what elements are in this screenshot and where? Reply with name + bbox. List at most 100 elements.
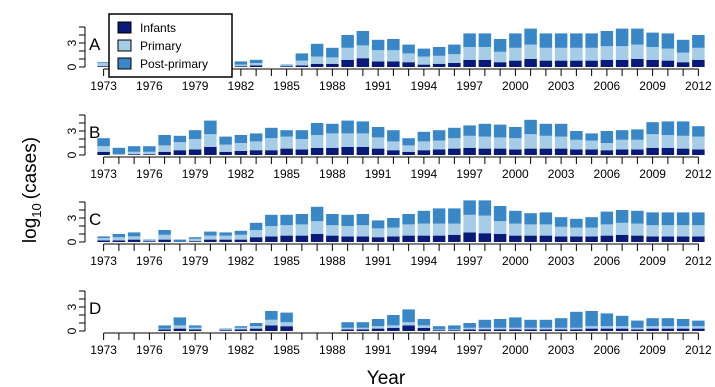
y-tick-label-a-0: 0	[65, 63, 79, 70]
bar-infants-d-2003	[554, 329, 568, 331]
bar-primary-d-1997	[463, 327, 476, 330]
bar-primary-c-1994	[417, 223, 431, 236]
bar-post-primary-a-2011	[676, 39, 690, 53]
bar-infants-b-2012	[692, 149, 705, 155]
bar-infants-d-2007	[615, 328, 629, 331]
panel-b: 0 3 1973 1976 1979 1982 1985 1988 1991 1994 1997 20…	[65, 114, 712, 181]
bar-infants-c-2006	[600, 235, 614, 242]
y-axis-title-rest: (cases)	[20, 137, 41, 199]
bar-primary-b-2002	[539, 135, 553, 149]
x-tick-label-a-1994: 1994	[411, 79, 438, 93]
bar-primary-c-1988	[326, 225, 339, 236]
bar-post-primary-b-1976	[143, 146, 156, 152]
bar-primary-a-2002	[539, 47, 553, 61]
bar-primary-b-2007	[615, 139, 629, 150]
bar-infants-c-1997	[463, 232, 476, 242]
bar-primary-c-2003	[554, 226, 568, 237]
x-tick-label-b-1985: 1985	[273, 167, 300, 181]
bar-post-primary-b-2001	[524, 119, 537, 135]
bar-post-primary-a-2006	[600, 31, 614, 47]
bar-primary-b-1976	[143, 151, 156, 155]
bar-primary-d-1991	[371, 326, 385, 329]
panel-label-a: A	[89, 35, 101, 54]
x-tick-label-c-1976: 1976	[136, 254, 163, 268]
bar-post-primary-a-1983	[249, 59, 263, 63]
bar-infants-d-2000	[509, 329, 522, 331]
y-tick-label-b-0: 0	[65, 151, 79, 158]
bar-infants-a-2009	[646, 59, 659, 67]
bar-primary-d-2002	[539, 327, 553, 330]
bar-primary-c-2011	[676, 225, 690, 237]
x-tick-label-d-1991: 1991	[365, 343, 392, 357]
bar-infants-a-1982	[234, 66, 248, 67]
bar-primary-a-1989	[341, 47, 354, 60]
bar-infants-b-1976	[143, 154, 156, 155]
bar-primary-a-1983	[249, 63, 263, 66]
bar-primary-d-1998	[478, 327, 492, 330]
bar-primary-d-1983	[249, 326, 263, 329]
bar-post-primary-b-2003	[554, 123, 568, 137]
bar-infants-c-1974	[112, 240, 126, 242]
bar-primary-a-2010	[661, 48, 675, 61]
bar-infants-c-2005	[585, 236, 598, 242]
bar-primary-c-1979	[188, 238, 202, 242]
bar-infants-d-1995	[432, 330, 446, 331]
bar-post-primary-d-1997	[463, 323, 476, 328]
bar-primary-b-1986	[295, 139, 309, 150]
panel-d: 0 3 1973 1976 1979 1982 1985 1988 1991 1994 1997 20…	[65, 290, 712, 357]
bar-infants-a-1983	[249, 65, 263, 67]
bar-post-primary-d-1979	[188, 325, 202, 328]
bar-post-primary-c-2009	[646, 212, 659, 226]
bar-infants-c-2009	[646, 236, 659, 242]
bar-post-primary-c-2003	[554, 217, 568, 227]
bar-primary-b-1973	[97, 146, 110, 152]
bar-infants-c-1980	[204, 239, 217, 242]
bar-infants-d-1990	[356, 329, 370, 331]
bar-primary-c-1976	[143, 240, 156, 242]
bar-post-primary-c-1990	[356, 214, 370, 226]
bar-infants-d-1983	[249, 328, 263, 331]
bar-post-primary-b-1990	[356, 121, 370, 134]
x-tick-label-d-1982: 1982	[228, 343, 255, 357]
panel-label-b: B	[89, 123, 100, 142]
bar-infants-a-1999	[493, 62, 507, 67]
bar-primary-b-1992	[387, 141, 400, 151]
bar-infants-a-1997	[463, 59, 476, 67]
bar-post-primary-c-2004	[570, 218, 583, 228]
bar-infants-a-1993	[402, 62, 415, 67]
bar-primary-d-1978	[173, 325, 187, 329]
bar-post-primary-b-1999	[493, 124, 507, 138]
bar-primary-d-1996	[448, 329, 461, 331]
bar-infants-d-1978	[173, 328, 187, 331]
bar-post-primary-d-1982	[234, 326, 248, 328]
bar-primary-b-1999	[493, 137, 507, 149]
bar-infants-d-2011	[676, 328, 690, 331]
bar-post-primary-a-1987	[310, 43, 324, 57]
bar-primary-a-1999	[493, 51, 507, 63]
bar-primary-a-1992	[387, 50, 400, 62]
y-axis-title-main: log	[20, 218, 41, 243]
bar-primary-a-1982	[234, 64, 248, 67]
bar-infants-c-1985	[280, 235, 293, 242]
bar-post-primary-d-1991	[371, 319, 385, 327]
bar-primary-a-2012	[692, 47, 705, 60]
bar-primary-a-2009	[646, 47, 659, 60]
bar-post-primary-b-1988	[326, 123, 339, 134]
bar-infants-b-1997	[463, 147, 476, 155]
bar-primary-c-2006	[600, 224, 614, 236]
bar-post-primary-c-1991	[371, 220, 385, 229]
bar-infants-a-2012	[692, 59, 705, 67]
bar-primary-d-1990	[356, 327, 370, 330]
bar-primary-b-1981	[219, 144, 232, 152]
bar-infants-d-1982	[234, 329, 248, 331]
bar-primary-a-1995	[432, 55, 446, 64]
bar-primary-a-2003	[554, 47, 568, 61]
x-tick-label-d-1988: 1988	[319, 343, 346, 357]
y-tick-label-c-0: 0	[65, 238, 79, 245]
bar-infants-b-1982	[234, 151, 248, 155]
bar-primary-c-1999	[493, 221, 507, 234]
bar-post-primary-b-1986	[295, 130, 309, 139]
bar-infants-b-1981	[219, 151, 232, 155]
bar-primary-a-2006	[600, 46, 614, 60]
bar-post-primary-c-1976	[143, 239, 156, 241]
